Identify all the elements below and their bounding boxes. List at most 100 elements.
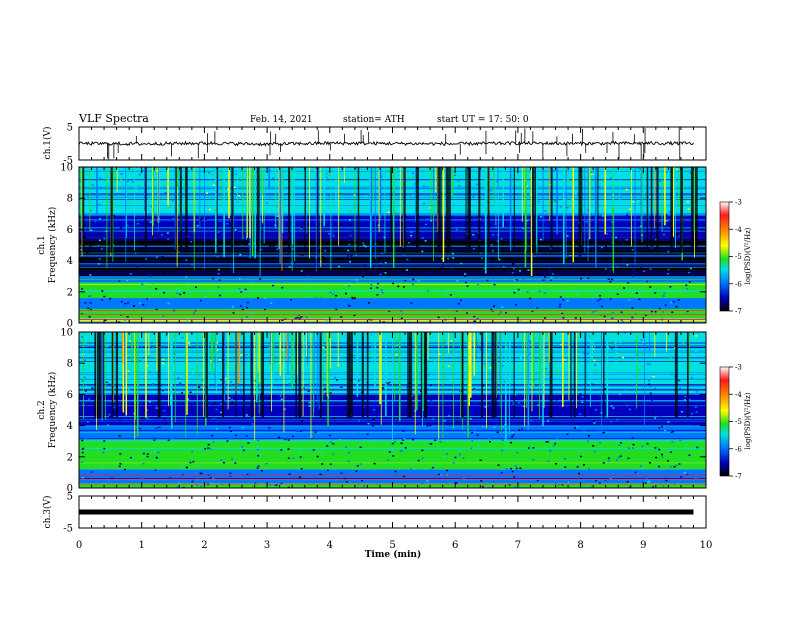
- x-tick-label: 1: [139, 540, 145, 551]
- spectrogram-gap: [686, 332, 689, 418]
- spectrogram-speckle: [670, 373, 673, 375]
- y-tick-label: 4: [67, 256, 73, 267]
- spectrogram-gap: [94, 332, 97, 418]
- spectrogram-speckle: [192, 372, 195, 375]
- spectrogram-speckle: [603, 315, 606, 318]
- spectrogram-speckle: [434, 439, 437, 442]
- spectrogram-speckle: [625, 188, 628, 191]
- spectrogram-speckle: [394, 441, 397, 443]
- spectrogram-speckle: [696, 476, 699, 479]
- spectrogram-speckle: [308, 285, 311, 288]
- spectrogram-speckle: [640, 377, 643, 379]
- spectrogram-speckle: [511, 436, 514, 438]
- spectrogram-speckle: [363, 264, 366, 266]
- spectrogram-speckle: [411, 283, 414, 285]
- spectrogram-speckle: [406, 264, 409, 266]
- y-tick-label: 5: [67, 123, 73, 134]
- spectrogram-speckle: [611, 221, 614, 223]
- spectrogram-speckle: [620, 319, 623, 321]
- spectrogram-speckle: [264, 297, 267, 299]
- spectrogram-speckle: [345, 285, 348, 287]
- spectrogram-speckle: [119, 419, 122, 421]
- spectrogram-gap: [597, 167, 599, 253]
- spectrogram-speckle: [434, 458, 437, 461]
- spectrogram-speckle: [413, 246, 416, 249]
- y-tick-label: 4: [67, 421, 73, 432]
- spectrogram-speckle: [384, 272, 387, 274]
- spectrogram-speckle: [229, 383, 232, 386]
- spectrogram-speckle: [424, 432, 427, 435]
- spectrogram-speckle: [602, 431, 605, 434]
- spectrogram-speckle: [321, 463, 324, 465]
- spectrogram-speckle: [265, 248, 268, 251]
- spectrogram-speckle: [143, 219, 146, 221]
- spectrogram-gap: [102, 332, 105, 418]
- spectrogram-speckle: [609, 177, 612, 180]
- spectrogram-speckle: [128, 201, 131, 203]
- spectrogram-speckle: [679, 439, 682, 442]
- spectrogram-speckle: [173, 481, 176, 483]
- spectrogram-speckle: [97, 263, 100, 265]
- spectrogram-speckle: [251, 417, 254, 419]
- spectrogram-speckle: [531, 275, 534, 277]
- spectrogram-speckle: [560, 343, 563, 346]
- spectrogram-speckle: [146, 455, 149, 458]
- spectrogram-speckle: [245, 414, 248, 416]
- spectrogram-speckle: [694, 350, 697, 353]
- spectrogram-speckle: [122, 216, 125, 219]
- spectrogram-speckle: [224, 377, 227, 380]
- spectrogram-speckle: [526, 291, 529, 293]
- ch1-ylabel-channel: ch.1: [37, 235, 47, 254]
- spectrogram-speckle: [310, 200, 313, 202]
- spectrogram-gap: [440, 167, 442, 253]
- spectrogram-speckle: [539, 424, 542, 427]
- spectrogram-speckle: [620, 167, 623, 169]
- spectrogram-speckle: [562, 317, 565, 319]
- spectrogram-speckle: [268, 426, 271, 429]
- spectrogram-speckle: [677, 356, 680, 358]
- spectrogram-speckle: [351, 296, 354, 299]
- spectrogram-speckle: [490, 244, 493, 246]
- spectrogram-speckle: [163, 418, 166, 420]
- spectrogram-speckle: [354, 245, 357, 247]
- spectrogram-speckle: [88, 316, 91, 318]
- spectrogram-speckle: [155, 456, 158, 459]
- spectrogram-speckle: [545, 370, 548, 372]
- spectrogram-speckle: [370, 319, 373, 321]
- ch3-waveform-ylabel: ch.3(V): [42, 496, 53, 529]
- spectrogram-speckle: [609, 478, 612, 480]
- spectrogram-speckle: [363, 485, 366, 487]
- spectrogram-speckle: [148, 371, 151, 373]
- spectrogram-speckle: [322, 231, 325, 233]
- spectrogram-speckle: [251, 312, 254, 314]
- spectrogram-speckle: [492, 305, 495, 307]
- spectrogram-speckle: [615, 340, 618, 343]
- spectrogram-speckle: [394, 212, 397, 214]
- spectrogram-speckle: [205, 224, 208, 226]
- spectrogram-band: [79, 438, 706, 470]
- spectrogram-speckle: [191, 306, 194, 309]
- spectrogram-speckle: [693, 425, 696, 428]
- spectrogram-speckle: [631, 248, 634, 251]
- spectrogram-speckle: [259, 278, 262, 280]
- spectrogram-speckle: [257, 454, 260, 457]
- spectrogram-speckle: [242, 198, 245, 200]
- spectrogram-speckle: [673, 172, 676, 175]
- spectrogram-speckle: [336, 379, 339, 381]
- spectrogram-speckle: [658, 465, 661, 468]
- spectrogram-speckle: [410, 234, 413, 237]
- spectrogram-speckle: [665, 220, 668, 222]
- spectrogram-speckle: [542, 420, 545, 423]
- spectrogram-speckle: [279, 395, 282, 397]
- spectrogram-speckle: [245, 353, 248, 356]
- spectrogram-speckle: [667, 460, 670, 462]
- spectrogram-speckle: [659, 220, 662, 222]
- spectrogram-speckle: [189, 350, 192, 352]
- spectrogram-speckle: [624, 332, 627, 334]
- spectrogram-speckle: [240, 434, 243, 437]
- spectrogram-speckle: [309, 383, 312, 385]
- spectrogram-speckle: [594, 310, 597, 312]
- spectrogram-speckle: [352, 297, 355, 300]
- x-tick-label: 4: [327, 540, 333, 551]
